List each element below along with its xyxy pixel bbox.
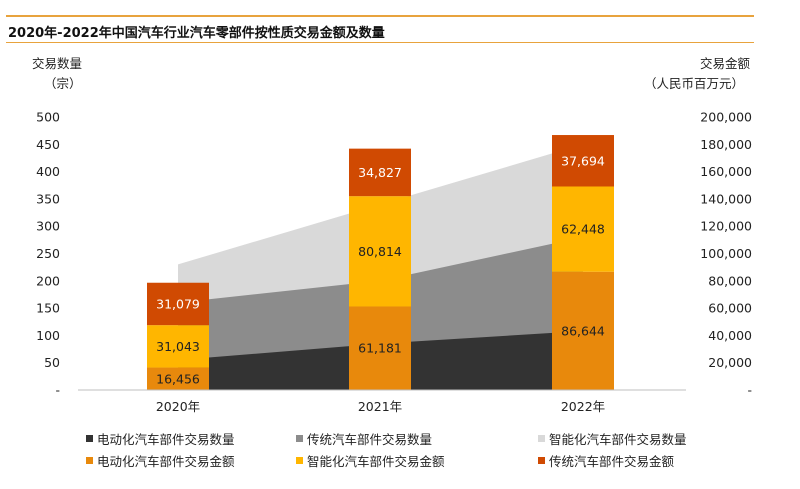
top-rule bbox=[6, 15, 754, 17]
right-axis-title: 交易金额 bbox=[700, 56, 751, 71]
bar-data-label: 31,079 bbox=[156, 296, 200, 311]
bar-segment-1-2 bbox=[349, 306, 411, 390]
legend-label: 智能化汽车部件交易金额 bbox=[307, 454, 445, 469]
bar-data-label: 37,694 bbox=[561, 153, 605, 168]
left-tick-label: 250 bbox=[36, 246, 60, 261]
right-tick-label: 140,000 bbox=[700, 191, 752, 206]
x-tick-label: 2021年 bbox=[358, 399, 402, 414]
bar-data-label: 86,644 bbox=[561, 323, 605, 338]
title-rule bbox=[6, 42, 754, 43]
legend-label: 电动化汽车部件交易数量 bbox=[97, 432, 235, 447]
x-tick-label: 2020年 bbox=[156, 399, 200, 414]
right-tick-label: 120,000 bbox=[700, 219, 752, 234]
legend-swatch bbox=[86, 435, 93, 442]
chart-title: 2020年-2022年中国汽车行业汽车零部件按性质交易金额及数量 bbox=[8, 26, 385, 41]
bar-segment-3-1 bbox=[147, 282, 209, 326]
bar-segment-2-3 bbox=[552, 186, 614, 272]
legend-label: 智能化汽车部件交易数量 bbox=[549, 432, 687, 447]
bar-data-label: 61,181 bbox=[358, 341, 402, 356]
right-axis-unit: （人民币百万元） bbox=[644, 76, 745, 91]
bar-segment-1-3 bbox=[552, 271, 614, 390]
bar-data-label: 80,814 bbox=[358, 244, 402, 259]
legend-item: 电动化汽车部件交易金额 bbox=[86, 451, 235, 470]
right-tick-label: 20,000 bbox=[708, 355, 752, 370]
right-tick-label: 60,000 bbox=[708, 301, 752, 316]
left-tick-label: 350 bbox=[36, 191, 60, 206]
right-tick-label: - bbox=[747, 383, 752, 398]
legend-item: 电动化汽车部件交易数量 bbox=[86, 429, 235, 448]
bar-segment-3-3 bbox=[552, 135, 614, 187]
legend-item: 传统汽车部件交易数量 bbox=[296, 429, 432, 448]
right-tick-label: 200,000 bbox=[700, 110, 752, 125]
left-tick-label: 300 bbox=[36, 219, 60, 234]
bar-segment-1-1 bbox=[147, 367, 209, 390]
left-tick-label: 50 bbox=[44, 355, 60, 370]
legend-label: 传统汽车部件交易金额 bbox=[549, 454, 675, 469]
legend-swatch bbox=[296, 435, 303, 442]
bar-segment-2-1 bbox=[147, 325, 209, 368]
legend-item: 传统汽车部件交易金额 bbox=[538, 451, 674, 470]
right-tick-label: 100,000 bbox=[700, 246, 752, 261]
legend-swatch bbox=[538, 435, 545, 442]
legend-swatch bbox=[296, 457, 303, 464]
bar-data-label: 16,456 bbox=[156, 371, 200, 386]
legend-item: 智能化汽车部件交易数量 bbox=[538, 429, 687, 448]
left-tick-label: 150 bbox=[36, 301, 60, 316]
left-tick-label: 200 bbox=[36, 273, 60, 288]
legend-swatch bbox=[86, 457, 93, 464]
right-tick-label: 180,000 bbox=[700, 137, 752, 152]
legend-item: 智能化汽车部件交易金额 bbox=[296, 451, 445, 470]
legend-label: 电动化汽车部件交易金额 bbox=[97, 454, 235, 469]
right-tick-label: 40,000 bbox=[708, 328, 752, 343]
right-tick-label: 160,000 bbox=[700, 164, 752, 179]
left-tick-label: 400 bbox=[36, 164, 60, 179]
bar-data-label: 31,043 bbox=[156, 339, 200, 354]
left-axis-unit: （宗） bbox=[44, 76, 82, 91]
legend-swatch bbox=[538, 457, 545, 464]
bar-segment-2-2 bbox=[349, 196, 411, 307]
right-tick-label: 80,000 bbox=[708, 273, 752, 288]
bar-segment-3-2 bbox=[349, 148, 411, 197]
left-axis-title: 交易数量 bbox=[32, 56, 83, 71]
bar-data-label: 34,827 bbox=[358, 165, 402, 180]
left-tick-label: 100 bbox=[36, 328, 60, 343]
left-tick-label: 500 bbox=[36, 110, 60, 125]
left-tick-label: - bbox=[55, 383, 60, 398]
legend-label: 传统汽车部件交易数量 bbox=[307, 432, 433, 447]
bar-data-label: 62,448 bbox=[561, 222, 605, 237]
x-tick-label: 2022年 bbox=[561, 399, 605, 414]
left-tick-label: 450 bbox=[36, 137, 60, 152]
